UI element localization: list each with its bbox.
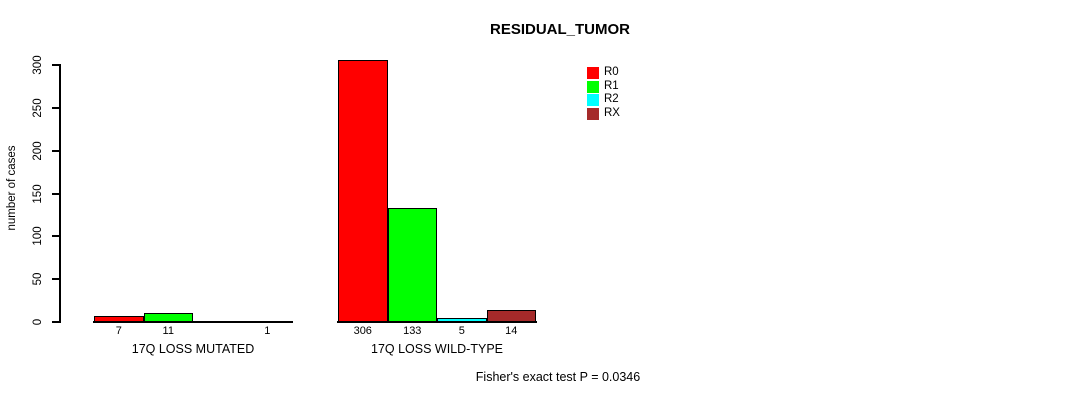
- bar-r0: [338, 60, 388, 322]
- legend-label-r2: R2: [604, 93, 619, 105]
- bar-value-label: 133: [403, 325, 422, 337]
- y-axis-label: number of cases: [6, 145, 18, 231]
- y-tick: [52, 278, 60, 281]
- bar-value-label: 1: [264, 325, 271, 337]
- bar-value-label: 5: [458, 325, 465, 337]
- y-tick: [52, 149, 60, 152]
- y-tick: [52, 64, 60, 66]
- legend-label-r1: R1: [604, 79, 619, 92]
- group-axis-line: [93, 321, 293, 323]
- legend-swatch-r0: [587, 67, 599, 79]
- legend-label-rx: RX: [604, 106, 620, 119]
- y-tick-label: 200: [32, 141, 44, 161]
- y-tick: [52, 192, 60, 195]
- chart-title: RESIDUAL_TUMOR: [489, 21, 631, 38]
- y-tick-label: 250: [32, 98, 44, 118]
- legend-label-r0: R0: [604, 66, 619, 78]
- y-tick: [52, 235, 60, 238]
- fisher-test-annotation: Fisher's exact test P = 0.0346: [475, 370, 641, 384]
- y-tick-label: 50: [32, 272, 44, 286]
- bar-value-label: 14: [505, 325, 518, 337]
- y-tick-label: 100: [32, 226, 44, 246]
- legend-swatch-r1: [587, 80, 599, 93]
- bar-value-label: 11: [162, 325, 174, 337]
- legend-swatch-r2: [587, 94, 599, 106]
- bar-value-label: 7: [115, 325, 122, 337]
- y-axis-line: [59, 64, 61, 323]
- group-label: 17Q LOSS MUTATED: [131, 342, 255, 356]
- legend-swatch-rx: [587, 107, 599, 120]
- bar-r1: [387, 208, 437, 322]
- group-axis-line: [337, 321, 537, 323]
- group-label: 17Q LOSS WILD-TYPE: [371, 342, 503, 356]
- y-tick-label: 150: [32, 183, 44, 204]
- y-tick: [52, 106, 60, 109]
- y-tick-label: 300: [32, 55, 44, 75]
- bar-value-label: 306: [353, 325, 372, 337]
- y-tick-label: 0: [32, 318, 44, 326]
- y-tick: [52, 321, 60, 323]
